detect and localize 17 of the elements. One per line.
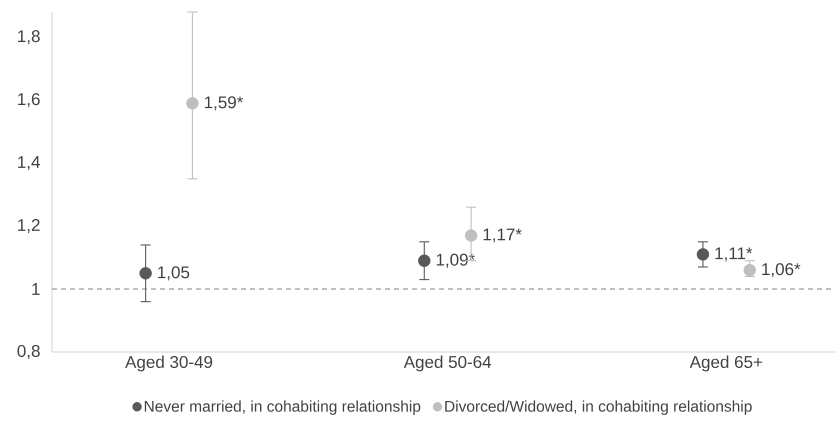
y-tick-label: 1,8 xyxy=(18,30,40,44)
data-label: 1,59* xyxy=(204,96,244,110)
y-tick-label: 1,4 xyxy=(18,156,40,170)
data-label: 1,06* xyxy=(762,263,800,278)
data-label: 1,11* xyxy=(715,247,752,262)
x-tick-label: Aged 30-49 xyxy=(125,356,212,372)
y-tick-label: 1,2 xyxy=(18,219,40,234)
x-tick-label: Aged 50-64 xyxy=(404,356,492,372)
legend-label: Never married, in cohabiting relationship xyxy=(144,400,420,415)
y-tick-label: 1 xyxy=(32,283,40,295)
data-label: 1,05 xyxy=(158,266,190,280)
data-label: 1,09* xyxy=(436,254,475,268)
data-label: 1,17* xyxy=(484,228,522,242)
y-tick-label: 0,8 xyxy=(17,344,40,360)
x-tick-label: Aged 65+ xyxy=(690,356,762,372)
legend-label: Divorced/Widowed, in cohabiting relationship xyxy=(445,400,752,415)
y-tick-label: 1,6 xyxy=(18,93,40,108)
